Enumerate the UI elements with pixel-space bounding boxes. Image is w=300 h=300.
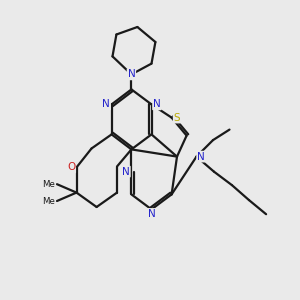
Text: S: S <box>174 112 180 123</box>
Text: Me: Me <box>43 180 56 189</box>
Text: N: N <box>122 167 130 177</box>
Text: O: O <box>67 162 75 172</box>
Text: N: N <box>148 209 155 219</box>
Text: N: N <box>128 69 135 80</box>
Text: N: N <box>153 99 161 110</box>
Text: N: N <box>197 152 205 162</box>
Text: N: N <box>102 99 110 110</box>
Text: Me: Me <box>43 196 56 206</box>
